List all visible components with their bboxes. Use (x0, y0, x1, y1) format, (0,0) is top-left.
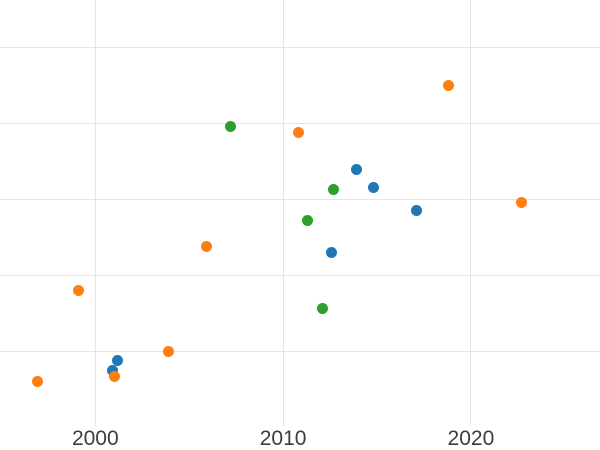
data-point-green-series (225, 120, 237, 132)
y-gridline (0, 122, 600, 124)
x-gridline (94, 0, 96, 426)
data-point-orange-series (292, 127, 304, 139)
data-point-green-series (328, 183, 340, 195)
data-point-orange-series (516, 196, 528, 208)
data-point-blue-series (106, 364, 118, 376)
data-point-blue-series (410, 204, 422, 216)
data-point-orange-series (442, 79, 454, 91)
data-point-blue-series (326, 246, 338, 258)
y-gridline (0, 198, 600, 200)
data-point-orange-series (31, 375, 43, 387)
x-tick-label: 2010 (259, 427, 307, 450)
y-gridline (0, 46, 600, 48)
data-point-blue-series (350, 163, 362, 175)
data-point-orange-series (72, 285, 84, 297)
data-point-orange-series (200, 241, 212, 253)
x-gridline (282, 0, 284, 426)
x-tick-label: 2000 (71, 427, 119, 450)
data-point-orange-series (108, 370, 120, 382)
x-tick-label: 2020 (447, 427, 495, 450)
data-point-blue-series (112, 355, 124, 367)
data-point-blue-series (367, 182, 379, 194)
data-point-green-series (302, 214, 313, 226)
y-gridline (0, 350, 600, 352)
data-point-orange-series (163, 345, 175, 357)
x-gridline (470, 0, 472, 426)
data-point-green-series (317, 302, 329, 314)
y-gridline (0, 274, 600, 276)
